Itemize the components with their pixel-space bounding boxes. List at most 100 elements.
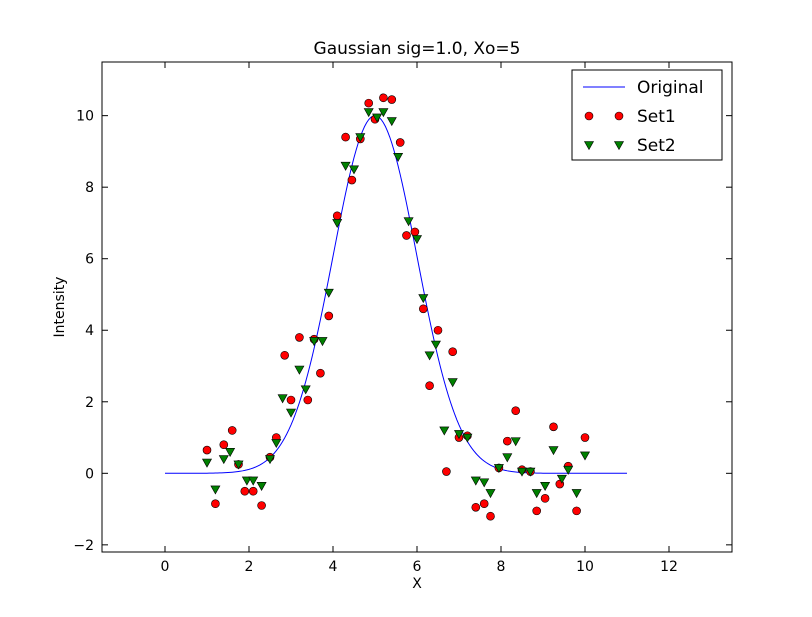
data-point-set2 bbox=[424, 351, 435, 361]
data-point-set2 bbox=[453, 430, 465, 440]
data-point-set2 bbox=[485, 489, 496, 499]
data-point-set2 bbox=[233, 460, 244, 470]
legend-marker-set1 bbox=[614, 111, 624, 121]
data-point-set1 bbox=[332, 211, 342, 221]
axis-ticks: 0 2 4 6 8 10 12 −2 0 2 4 6 8 10 bbox=[73, 62, 732, 575]
x-tick-label: 0 bbox=[161, 559, 170, 575]
data-point-set2 bbox=[571, 489, 582, 499]
data-point-set1 bbox=[240, 486, 250, 496]
data-point-set1 bbox=[479, 499, 489, 509]
data-point-set2 bbox=[493, 464, 504, 474]
data-point-set1 bbox=[442, 467, 451, 476]
y-tick-label: 6 bbox=[85, 252, 94, 268]
data-point-set1 bbox=[410, 227, 420, 237]
data-point-set2 bbox=[285, 408, 297, 418]
data-point-set2 bbox=[403, 217, 414, 227]
data-point-set2 bbox=[348, 165, 360, 175]
data-point-set2 bbox=[502, 453, 513, 463]
data-point-set1 bbox=[540, 494, 550, 503]
legend-marker-set1 bbox=[584, 111, 594, 121]
data-point-set2 bbox=[556, 474, 567, 484]
x-tick-label: 2 bbox=[245, 559, 254, 575]
data-point-set1 bbox=[341, 132, 350, 142]
data-point-set2 bbox=[378, 108, 389, 118]
data-point-set2 bbox=[510, 437, 521, 447]
legend: Original Set1 Set2 bbox=[571, 69, 723, 161]
data-point-set1 bbox=[286, 395, 296, 405]
data-point-set2 bbox=[548, 446, 559, 456]
data-point-set1 bbox=[364, 98, 374, 108]
data-point-set1 bbox=[433, 325, 443, 335]
legend-marker-set2 bbox=[613, 141, 625, 151]
data-point-set2 bbox=[277, 394, 288, 404]
data-point-set1 bbox=[227, 426, 237, 435]
data-point-set1 bbox=[248, 486, 258, 496]
y-tick-label: 2 bbox=[85, 395, 94, 411]
data-point-set1 bbox=[316, 368, 325, 378]
data-point-set2 bbox=[300, 385, 311, 395]
data-point-set2 bbox=[386, 117, 397, 127]
data-point-set1 bbox=[295, 333, 304, 342]
data-point-set2 bbox=[332, 219, 343, 229]
data-point-set2 bbox=[271, 439, 282, 449]
data-point-set1 bbox=[502, 436, 512, 446]
x-tick-label: 8 bbox=[497, 559, 506, 575]
y-axis-label: Intensity bbox=[52, 277, 68, 338]
legend-label-set1: Set1 bbox=[637, 107, 676, 127]
data-point-set1 bbox=[395, 138, 405, 147]
y-tick-label: 10 bbox=[76, 109, 94, 125]
data-point-set2 bbox=[525, 467, 536, 477]
data-point-set2 bbox=[241, 476, 252, 486]
data-point-set1 bbox=[324, 311, 334, 321]
data-point-set1 bbox=[280, 350, 290, 360]
data-point-set2 bbox=[439, 426, 450, 436]
data-point-set2 bbox=[447, 378, 458, 388]
data-point-set1 bbox=[511, 406, 521, 416]
data-point-set2 bbox=[579, 451, 591, 461]
data-point-set2 bbox=[264, 455, 276, 465]
data-point-set2 bbox=[218, 455, 229, 465]
data-point-set1 bbox=[418, 304, 428, 314]
legend-marker-set2 bbox=[583, 141, 595, 151]
data-point-set2 bbox=[540, 482, 551, 491]
data-point-set1 bbox=[572, 506, 581, 516]
data-point-set2 bbox=[323, 288, 334, 298]
data-point-set1 bbox=[202, 445, 212, 455]
data-point-set2 bbox=[531, 489, 542, 499]
data-point-set2 bbox=[393, 152, 404, 162]
data-point-set1 bbox=[347, 175, 357, 185]
data-point-set2 bbox=[430, 340, 441, 350]
data-point-set2 bbox=[479, 478, 490, 488]
x-tick-label: 6 bbox=[413, 559, 422, 575]
data-point-set2 bbox=[201, 458, 213, 468]
axes-frame bbox=[101, 61, 733, 553]
data-point-set1 bbox=[211, 499, 220, 509]
data-point-set1 bbox=[379, 93, 388, 103]
y-tick-label: −2 bbox=[73, 538, 94, 554]
data-point-set2 bbox=[418, 294, 429, 304]
data-point-set2 bbox=[317, 337, 328, 347]
data-point-set2 bbox=[516, 467, 528, 477]
data-point-set1 bbox=[387, 95, 397, 104]
legend-box bbox=[571, 69, 723, 161]
data-point-set1 bbox=[257, 501, 266, 510]
data-point-set2 bbox=[372, 113, 383, 123]
y-tick-label: 0 bbox=[85, 466, 94, 482]
data-point-set2 bbox=[340, 161, 351, 171]
data-point-set2 bbox=[470, 476, 481, 486]
data-point-set2 bbox=[294, 365, 305, 375]
data-point-set2 bbox=[248, 476, 259, 486]
data-point-set2 bbox=[225, 448, 236, 457]
data-point-set2 bbox=[462, 433, 473, 443]
x-tick-label: 4 bbox=[329, 559, 338, 575]
data-point-set1 bbox=[549, 422, 558, 432]
data-point-set1 bbox=[471, 502, 481, 512]
data-point-set1 bbox=[219, 440, 229, 450]
data-point-set2 bbox=[355, 133, 366, 143]
data-point-set2 bbox=[363, 108, 374, 118]
series-layer bbox=[165, 93, 627, 521]
data-point-set2 bbox=[563, 465, 574, 475]
y-tick-label: 8 bbox=[85, 180, 94, 196]
